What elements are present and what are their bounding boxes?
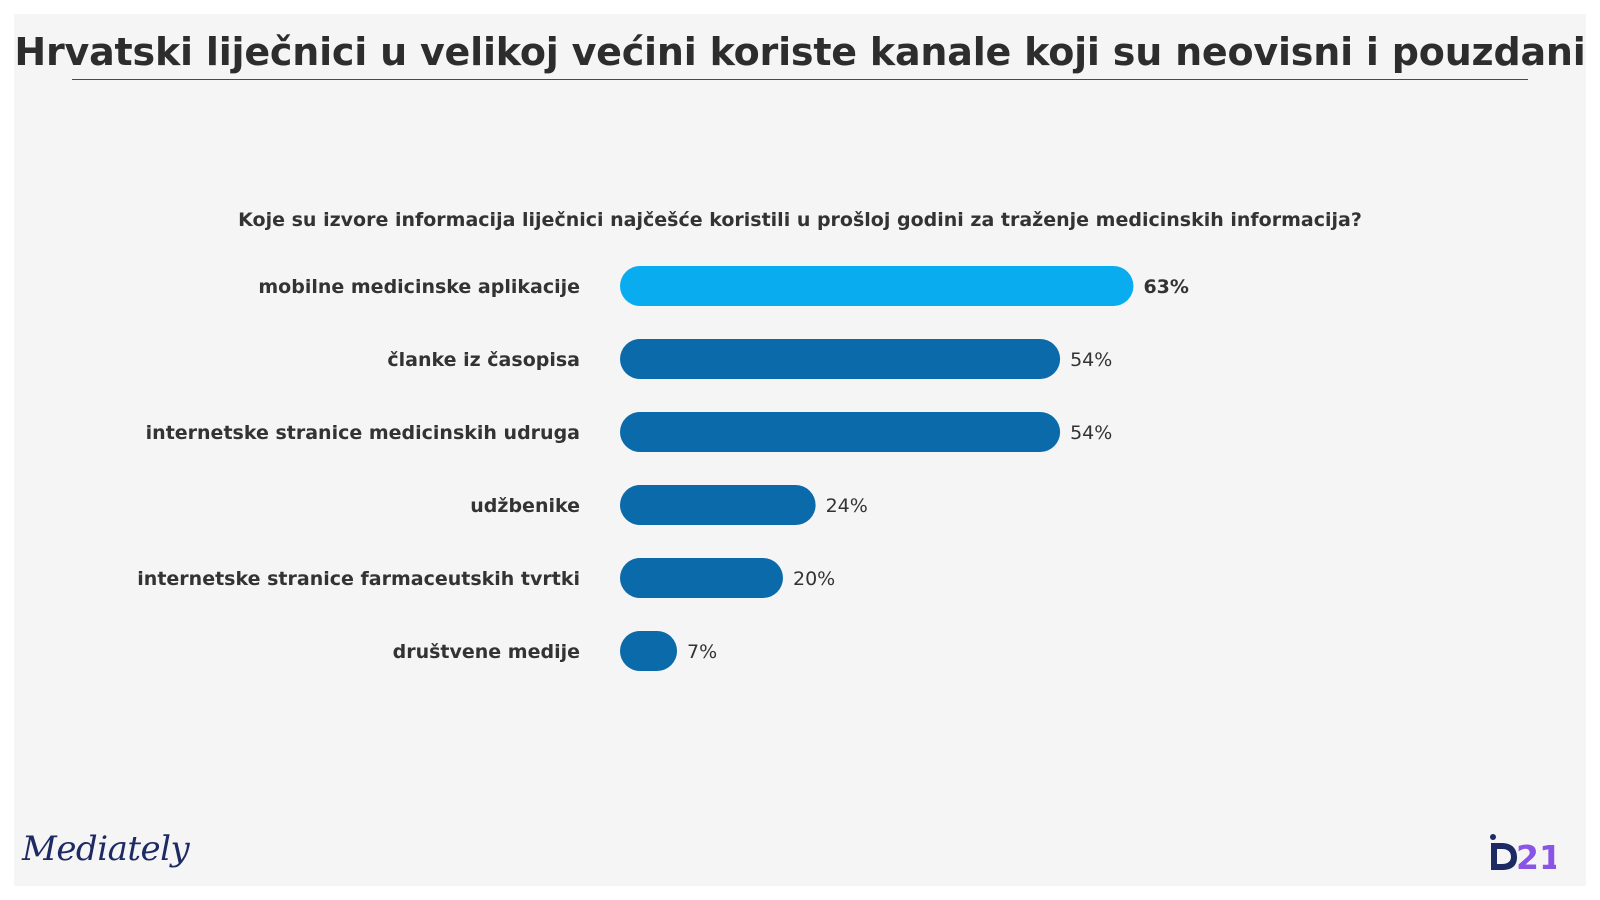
title-divider bbox=[72, 79, 1528, 80]
bar bbox=[620, 558, 783, 598]
bar-category-label: udžbenike bbox=[470, 495, 580, 517]
bar-category-label: mobilne medicinske aplikacije bbox=[258, 276, 580, 298]
bar bbox=[620, 412, 1061, 452]
bar-value-label: 54% bbox=[1070, 349, 1112, 371]
bar-value-label: 20% bbox=[793, 568, 835, 590]
bar-value-label: 24% bbox=[826, 495, 868, 517]
mediately-logo: Mediately bbox=[22, 829, 190, 869]
bar-category-label: internetske stranice farmaceutskih tvrtk… bbox=[137, 568, 580, 590]
bar-value-label: 54% bbox=[1070, 422, 1112, 444]
d21-logo-dot bbox=[1490, 834, 1496, 840]
chart-question: Koje su izvore informacija liječnici naj… bbox=[238, 209, 1362, 231]
bar-category-label: društvene medije bbox=[393, 641, 580, 663]
d21-logo-number: 21 bbox=[1516, 838, 1556, 872]
page-title: Hrvatski liječnici u velikoj većini kori… bbox=[14, 30, 1586, 74]
d21-logo-d bbox=[1491, 843, 1517, 870]
bar-category-label: članke iz časopisa bbox=[387, 349, 580, 371]
bar-category-label: internetske stranice medicinskih udruga bbox=[146, 422, 580, 444]
bar-value-label: 63% bbox=[1143, 276, 1188, 298]
bar bbox=[620, 631, 678, 671]
bar bbox=[620, 266, 1134, 306]
bar bbox=[620, 485, 816, 525]
bar-value-label: 7% bbox=[687, 641, 717, 663]
bar bbox=[620, 339, 1061, 379]
d21-logo: 21 bbox=[1490, 834, 1556, 872]
